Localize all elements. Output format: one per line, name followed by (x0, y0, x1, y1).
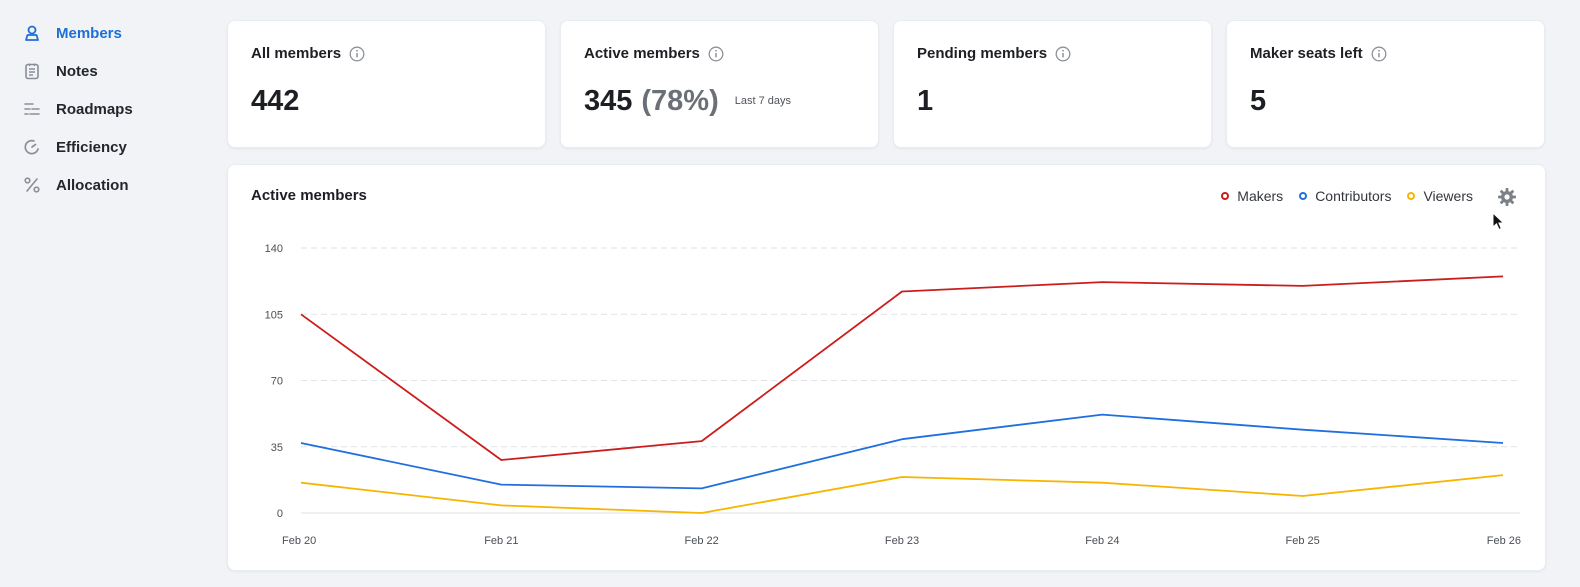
stat-value: 5 (1250, 85, 1267, 117)
y-tick-label: 70 (271, 376, 283, 388)
members-icon (22, 23, 42, 43)
y-tick-label: 105 (265, 309, 283, 321)
series-line-makers (300, 275, 1504, 461)
x-tick-label: Feb 24 (1085, 535, 1119, 547)
info-icon[interactable] (349, 46, 365, 62)
legend-marker-makers (1221, 192, 1230, 200)
stat-card-active-members: Active members 345 (78%) Last 7 days (560, 20, 879, 148)
x-tick-label: Feb 22 (685, 535, 719, 547)
chart-legend: Makers Contributors Viewers (1205, 188, 1473, 204)
stat-title: All members (251, 45, 342, 62)
stat-value: 442 (251, 85, 300, 117)
legend-item-contributors[interactable]: Contributors (1299, 188, 1391, 204)
legend-marker-contributors (1299, 192, 1308, 200)
active-members-chart-card: Active members Makers Contributors Viewe… (227, 164, 1546, 571)
stat-card-maker-seats: Maker seats left 5 (1226, 20, 1545, 148)
stat-title: Maker seats left (1250, 45, 1363, 62)
legend-label: Viewers (1423, 188, 1473, 204)
y-tick-label: 0 (277, 508, 283, 520)
legend-item-viewers[interactable]: Viewers (1407, 188, 1473, 204)
sidebar-item-roadmaps[interactable]: Roadmaps (22, 97, 133, 121)
sidebar: Members Notes Roadmaps Efficiency Alloca… (0, 0, 215, 587)
sidebar-item-label: Efficiency (56, 138, 127, 156)
stat-value: 345 (584, 85, 633, 117)
chart-title: Active members (251, 187, 367, 204)
y-tick-label: 140 (265, 243, 283, 255)
stat-card-all-members: All members 442 (227, 20, 546, 148)
allocation-icon (22, 175, 42, 195)
x-tick-label: Feb 26 (1487, 535, 1521, 547)
notes-icon (22, 61, 42, 81)
x-tick-label: Feb 23 (885, 535, 919, 547)
stat-title: Active members (584, 45, 700, 62)
stat-card-pending-members: Pending members 1 (893, 20, 1212, 148)
legend-label: Makers (1237, 188, 1284, 204)
roadmaps-icon (22, 99, 42, 119)
sidebar-item-notes[interactable]: Notes (22, 59, 98, 83)
sidebar-item-efficiency[interactable]: Efficiency (22, 135, 127, 159)
sidebar-item-label: Roadmaps (56, 100, 133, 118)
line-chart: 0 35 70 105 140 Feb 20 Feb 21 Feb 22 Feb 23 Feb 2… (265, 243, 1521, 547)
sidebar-item-allocation[interactable]: Allocation (22, 173, 129, 197)
y-tick-label: 35 (271, 442, 283, 454)
x-tick-label: Feb 20 (282, 535, 316, 547)
info-icon[interactable] (1371, 46, 1387, 62)
gear-icon[interactable] (1497, 187, 1517, 207)
x-tick-label: Feb 21 (484, 535, 518, 547)
sidebar-item-label: Notes (56, 62, 98, 80)
stat-title: Pending members (917, 45, 1048, 62)
series-line-contributors (300, 413, 1504, 490)
stat-value: 1 (917, 85, 934, 117)
info-icon[interactable] (1055, 46, 1071, 62)
stat-period: Last 7 days (734, 95, 792, 107)
efficiency-icon (22, 137, 42, 157)
sidebar-item-label: Members (56, 24, 122, 42)
series-line-viewers (300, 474, 1504, 514)
legend-label: Contributors (1315, 188, 1392, 204)
sidebar-item-members[interactable]: Members (22, 21, 122, 45)
legend-marker-viewers (1407, 192, 1416, 200)
info-icon[interactable] (708, 46, 724, 62)
stat-percent: (78%) (641, 85, 719, 117)
mouse-cursor-icon (1492, 212, 1505, 231)
legend-item-makers[interactable]: Makers (1221, 188, 1283, 204)
sidebar-item-label: Allocation (56, 176, 129, 194)
x-tick-label: Feb 25 (1286, 535, 1320, 547)
